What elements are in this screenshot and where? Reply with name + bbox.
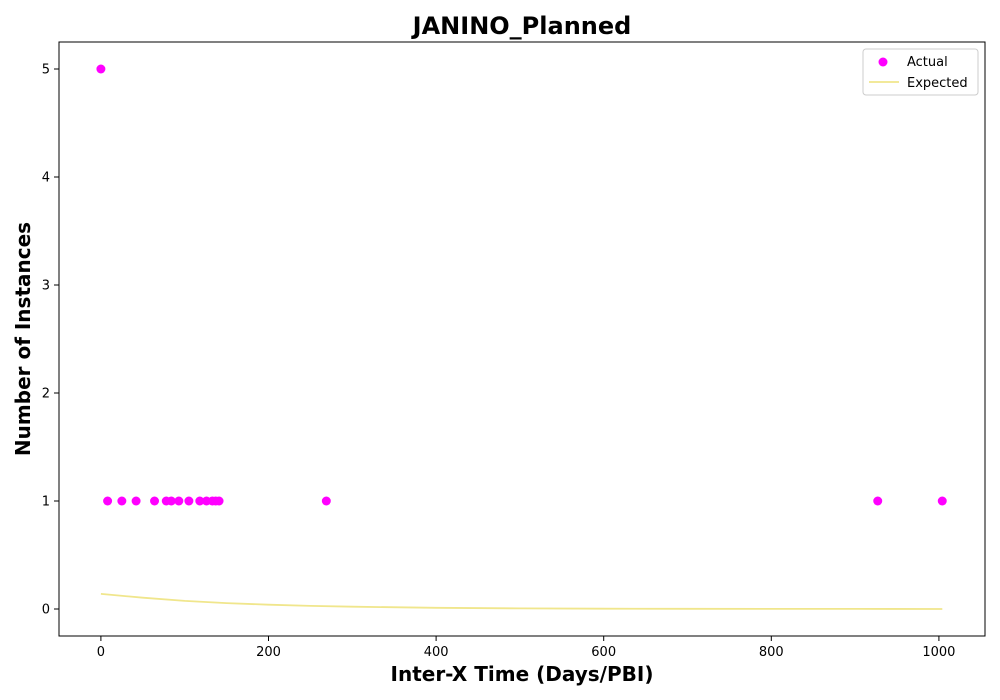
actual-point	[321, 496, 331, 506]
plot-frame	[58, 41, 986, 637]
x-tick-label: 600	[591, 645, 616, 660]
y-tick-label: 3	[42, 279, 50, 294]
actual-point	[150, 496, 160, 506]
actual-point	[195, 496, 205, 506]
x-tick-label: 200	[256, 645, 281, 660]
actual-point	[873, 496, 883, 506]
actual-point	[96, 64, 106, 74]
actual-point	[103, 496, 113, 506]
x-tick-label: 800	[759, 645, 784, 660]
y-tick-label: 0	[42, 603, 50, 618]
actual-point	[184, 496, 194, 506]
y-tick-label: 4	[42, 171, 50, 186]
actual-point	[131, 496, 141, 506]
plot-area	[58, 41, 986, 637]
legend-expected-label: Expected	[907, 76, 968, 91]
x-tick-label: 0	[97, 645, 105, 660]
legend: Actual Expected	[862, 48, 979, 96]
expected-series	[100, 593, 943, 610]
actual-point	[174, 496, 184, 506]
expected-line	[100, 593, 943, 610]
x-axis-label: Inter-X Time (Days/PBI)	[391, 662, 654, 686]
legend-actual-marker	[878, 57, 888, 67]
x-tick-label: 1000	[922, 645, 955, 660]
x-tick-label: 400	[424, 645, 449, 660]
legend-box	[862, 48, 979, 96]
y-axis: 0 1 2 3 4 5	[42, 63, 59, 618]
actual-point	[117, 496, 127, 506]
y-tick-label: 2	[42, 387, 50, 402]
chart-title: JANINO_Planned	[411, 12, 632, 40]
actual-series	[96, 64, 947, 506]
actual-point	[166, 496, 176, 506]
x-axis: 0 200 400 600 800 1000	[97, 636, 955, 660]
y-tick-label: 1	[42, 495, 50, 510]
y-tick-label: 5	[42, 63, 50, 78]
actual-point	[937, 496, 947, 506]
y-axis-label: Number of Instances	[11, 222, 35, 456]
actual-point	[214, 496, 224, 506]
legend-actual-label: Actual	[907, 55, 948, 70]
